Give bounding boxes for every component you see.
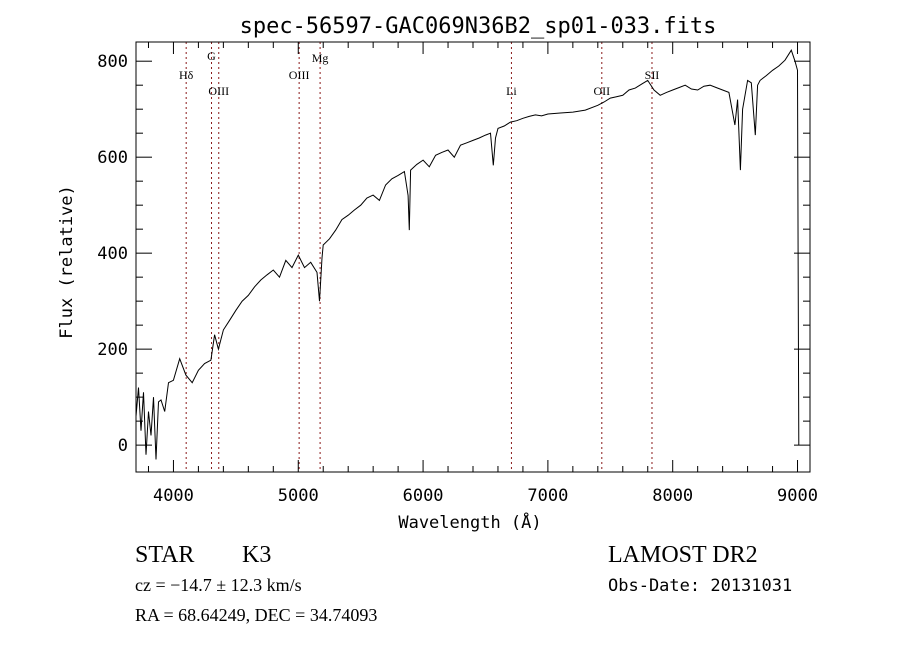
x-tick-label: 9000 (777, 486, 818, 506)
x-tick-label: 6000 (403, 486, 444, 506)
x-tick-label: 7000 (527, 486, 568, 506)
chart-title: spec-56597-GAC069N36B2_sp01-033.fits (240, 14, 717, 39)
y-tick-label: 200 (97, 340, 128, 360)
object-class: STAR (135, 542, 194, 568)
line-marker-label: OII (593, 84, 610, 98)
plot-frame (135, 41, 811, 473)
line-marker-label: OIII (208, 84, 229, 98)
line-marker-label: Hδ (179, 68, 194, 82)
y-tick-label: 600 (97, 148, 128, 168)
object-subclass: K3 (242, 542, 271, 568)
redshift-cz: cz = −14.7 ± 12.3 km/s (135, 575, 302, 595)
y-tick-label: 400 (97, 244, 128, 264)
y-tick-label: 0 (118, 436, 128, 456)
axis-ticks: 4000 5000 6000 7000 8000 9000 0 200 400 600 800 (97, 42, 818, 506)
x-tick-label: 4000 (153, 486, 194, 506)
line-marker-label: OIII (289, 68, 310, 82)
line-marker-label: G (207, 49, 216, 63)
x-tick-label: 5000 (278, 486, 319, 506)
line-marker-label: Mg (312, 51, 329, 65)
x-tick-label: 8000 (652, 486, 693, 506)
coordinates: RA = 68.64249, DEC = 34.74093 (135, 605, 377, 625)
x-axis-label: Wavelength (Å) (398, 511, 541, 533)
line-marker-label: Li (506, 84, 517, 98)
line-marker-label: SII (645, 68, 660, 82)
obs-date: Obs-Date: 20131031 (608, 576, 792, 596)
survey-name: LAMOST DR2 (608, 542, 758, 568)
spectrum-line (135, 49, 800, 460)
y-tick-label: 800 (97, 52, 128, 72)
y-axis-label: Flux (relative) (57, 185, 77, 339)
